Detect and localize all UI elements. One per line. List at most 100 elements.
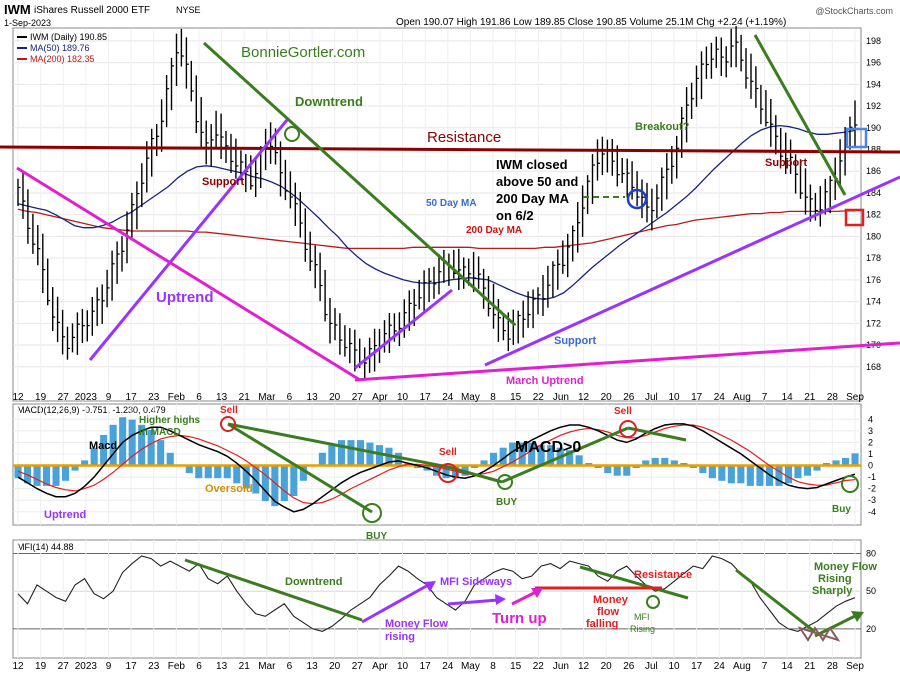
histogram-bar <box>442 465 450 479</box>
mfi-line <box>17 555 856 632</box>
symbol: IWM <box>4 2 31 17</box>
label-mfi-rising-2: Rising <box>630 624 655 634</box>
x-tick-label: Sep <box>846 392 864 403</box>
x-tick-label: 28 <box>827 392 839 403</box>
label-resistance: Resistance <box>427 129 501 146</box>
note-line-2: above 50 and <box>496 174 578 189</box>
x-tick-label: Mar <box>258 661 276 672</box>
x-tick-label: 6 <box>287 392 293 403</box>
x-tick-label: 8 <box>490 661 496 672</box>
histogram-bar <box>280 465 288 502</box>
macd-trendline <box>627 426 687 442</box>
fund-name: iShares Russell 2000 ETF <box>34 5 150 16</box>
histogram-bar <box>337 440 345 466</box>
label-mfi-rising-1: MFI <box>634 612 650 622</box>
x-tick-label: 27 <box>352 661 364 672</box>
x-tick-label: Jul <box>645 392 658 403</box>
label-breakout: Breakout? <box>635 121 690 133</box>
y-tick-label: 188 <box>866 145 881 155</box>
label-200-day-ma: 200 Day MA <box>466 225 522 236</box>
x-tick-label: 9 <box>106 661 112 672</box>
label-support-august: Support <box>765 157 807 169</box>
histogram-bar <box>214 465 222 479</box>
label-sell: Sell <box>614 406 632 417</box>
histogram-bar <box>166 452 174 466</box>
y-tick-label: 50 <box>866 586 876 596</box>
histogram-bar <box>356 440 364 466</box>
mfi-trendline <box>579 565 689 600</box>
label-support: Support <box>202 176 244 188</box>
label-buy: BUY <box>366 531 387 542</box>
label-march-uptrend: March Uptrend <box>506 375 584 387</box>
x-tick-label: 17 <box>691 392 703 403</box>
histogram-bar <box>233 465 241 484</box>
x-tick-label: 24 <box>714 661 726 672</box>
box-marker <box>844 208 865 227</box>
ohlc-summary: Open 190.07 High 191.86 Low 189.85 Close… <box>396 17 786 28</box>
circle-marker <box>220 416 236 432</box>
macd-legend: MACD(12,26,9) -0.751, -1.230, 0.479 <box>17 405 166 415</box>
x-tick-label: 24 <box>714 392 726 403</box>
exchange: NYSE <box>176 5 201 15</box>
histogram-bar <box>290 465 298 496</box>
y-tick-label: 196 <box>866 58 881 68</box>
x-tick-label: 20 <box>601 392 613 403</box>
x-tick-label: 2023 <box>75 661 98 672</box>
label-rising-sharply-1: Money Flow <box>814 561 877 573</box>
x-tick-label: 7 <box>762 392 768 403</box>
x-tick-label: 13 <box>216 392 228 403</box>
note-line-4: on 6/2 <box>496 208 534 223</box>
y-tick-label: 182 <box>866 210 881 220</box>
histogram-bar <box>52 465 60 486</box>
histogram-bar <box>119 417 127 466</box>
histogram-bar <box>128 419 136 466</box>
label-downtrend: Downtrend <box>295 94 363 109</box>
x-tick-label: 19 <box>35 661 47 672</box>
x-tick-label: May <box>461 661 480 672</box>
x-tick-label: 21 <box>239 661 251 672</box>
macd-trendline <box>227 422 373 514</box>
box-marker <box>845 127 868 149</box>
x-tick-label: 21 <box>804 392 816 403</box>
y-tick-label: 176 <box>866 275 881 285</box>
label-higher-highs-1: Higher highs <box>139 415 201 426</box>
chart-date: 1-Sep-2023 <box>4 18 51 28</box>
x-tick-label: 12 <box>578 661 590 672</box>
histogram-bar <box>528 442 536 466</box>
price-annotations: BonnieGortler.com Downtrend Resistance S… <box>0 34 900 387</box>
mfi-arrow <box>814 614 856 638</box>
x-tick-label: 23 <box>148 661 160 672</box>
histogram-bar <box>499 447 507 466</box>
signal-path <box>17 424 856 505</box>
label-50-day-ma: 50 Day MA <box>426 198 477 209</box>
label-buy-right: Buy <box>832 504 851 515</box>
x-tick-label: 12 <box>12 661 24 672</box>
ma50-line <box>17 124 856 301</box>
y-tick-label: 174 <box>866 297 881 307</box>
y-tick-label: 180 <box>866 231 881 241</box>
descending-line <box>16 166 361 382</box>
histogram-bar <box>81 460 89 466</box>
label-uptrend: Uptrend <box>156 289 214 306</box>
y-tick-label: 168 <box>866 362 881 372</box>
price-legend: IWM (Daily) 190.85 MA(50) 189.76 MA(200)… <box>17 32 107 64</box>
histogram-bar <box>566 450 574 466</box>
y-tick-label: 0 <box>868 461 873 471</box>
histogram-bar <box>699 465 707 474</box>
x-tick-label: 20 <box>329 661 341 672</box>
y-tick-label: 178 <box>866 253 881 263</box>
x-tick-label: 23 <box>148 392 160 403</box>
x-tick-label: 7 <box>762 661 768 672</box>
x-tick-label: Apr <box>372 392 388 403</box>
histogram-bar <box>604 465 612 474</box>
x-tick-label: 17 <box>126 392 138 403</box>
x-tick-label: 17 <box>420 661 432 672</box>
label-sell: Sell <box>220 405 238 416</box>
x-tick-label: 10 <box>397 661 409 672</box>
watermark: @StockCharts.com <box>815 6 893 16</box>
label-money-flow-2: rising <box>385 631 415 643</box>
mfi-annotations: Downtrend Money Flow rising MFI Sideways… <box>184 558 877 643</box>
mfi-legend: MFI(14) 44.88 <box>17 542 74 552</box>
histogram-bar <box>242 465 250 489</box>
x-tick-label: 27 <box>352 392 364 403</box>
